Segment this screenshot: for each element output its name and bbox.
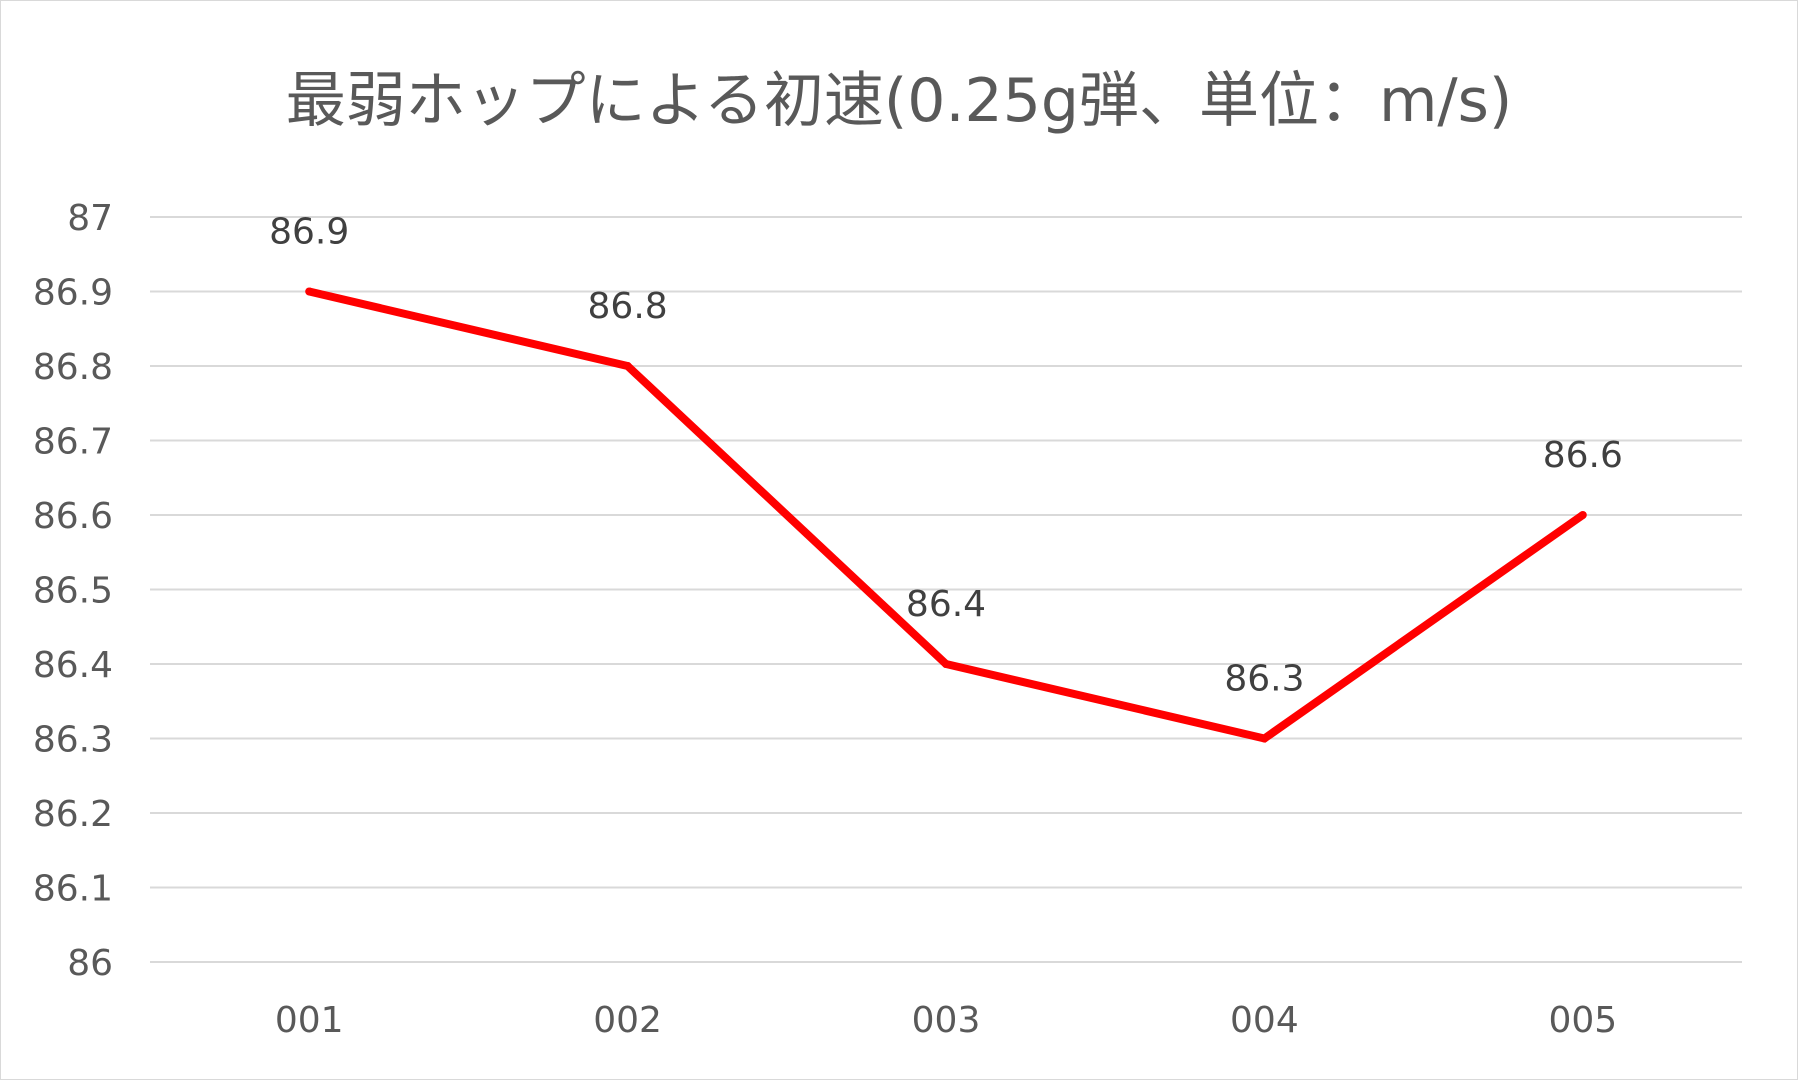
- x-tick-label: 004: [1230, 1000, 1299, 1041]
- y-tick-label: 86: [67, 943, 113, 984]
- y-tick-label: 86.9: [33, 273, 113, 314]
- data-labels: 86.9 86.8 86.4 86.3 86.6: [269, 212, 1623, 700]
- chart-title: 最弱ホップによる初速(0.25g弾、単位：m/s): [285, 66, 1513, 136]
- y-axis-ticks: 86 86.1 86.2 86.3 86.4 86.5 86.6 86.7 86.8 86.9 87: [33, 198, 113, 984]
- data-label: 86.4: [906, 584, 986, 625]
- series-layer: [305, 287, 1587, 743]
- y-tick-label: 86.6: [33, 496, 113, 537]
- data-point: [1578, 511, 1587, 519]
- data-point: [1260, 734, 1269, 743]
- data-label: 86.9: [269, 212, 349, 253]
- y-tick-label: 86.7: [33, 422, 113, 463]
- y-tick-label: 86.8: [33, 347, 113, 388]
- gridlines: [150, 216, 1742, 963]
- y-tick-label: 86.4: [33, 645, 113, 686]
- y-tick-label: 86.1: [33, 869, 113, 910]
- y-tick-label: 87: [67, 198, 113, 239]
- data-label: 86.8: [588, 286, 668, 327]
- data-point: [942, 660, 950, 668]
- x-axis-ticks: 001 002 003 004 005: [275, 1000, 1617, 1041]
- y-tick-label: 86.3: [33, 720, 113, 761]
- data-point: [623, 362, 632, 370]
- x-tick-label: 001: [275, 1000, 344, 1041]
- data-label: 86.6: [1543, 435, 1623, 476]
- data-point: [305, 287, 314, 296]
- y-tick-label: 86.2: [33, 794, 113, 835]
- x-tick-label: 002: [593, 1000, 662, 1041]
- x-tick-label: 003: [912, 1000, 981, 1041]
- data-label: 86.3: [1224, 659, 1304, 700]
- x-tick-label: 005: [1548, 1000, 1617, 1041]
- y-tick-label: 86.5: [33, 571, 113, 612]
